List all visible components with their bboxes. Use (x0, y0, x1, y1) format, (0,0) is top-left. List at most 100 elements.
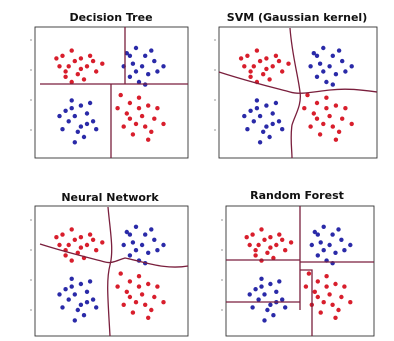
data-point (72, 140, 78, 145)
data-point (308, 64, 313, 69)
data-point (268, 235, 273, 240)
data-point (324, 274, 329, 279)
data-point (333, 103, 339, 108)
data-point (343, 106, 348, 111)
data-point (152, 116, 157, 121)
data-point (274, 289, 279, 294)
data-point (63, 287, 68, 292)
data-point (277, 279, 282, 284)
data-point (149, 227, 154, 232)
data-point (75, 307, 81, 313)
data-point (245, 127, 250, 132)
data-point (155, 284, 160, 289)
data-point (270, 64, 275, 69)
data-point (78, 281, 84, 287)
data-point (146, 72, 151, 77)
data-point (256, 242, 261, 248)
data-point (261, 72, 266, 77)
data-point (133, 45, 139, 51)
data-point (124, 51, 129, 56)
data-point (250, 305, 255, 310)
data-point (90, 119, 96, 124)
data-point (321, 45, 326, 51)
axis-tick-marks (30, 39, 223, 311)
data-point (273, 53, 279, 58)
data-point (127, 74, 133, 80)
data-point (330, 232, 335, 237)
data-point (348, 300, 353, 305)
data-point (115, 106, 120, 111)
data-point (244, 235, 249, 240)
data-point (286, 61, 291, 66)
data-point (276, 58, 282, 64)
data-point (253, 287, 258, 292)
data-point (139, 113, 145, 119)
data-point (63, 108, 68, 114)
data-point (311, 51, 316, 56)
data-point (69, 227, 74, 232)
data-point (268, 281, 273, 287)
data-point (248, 69, 253, 74)
data-point (248, 108, 253, 114)
data-point (94, 69, 99, 74)
data-point (280, 297, 285, 302)
data-point (84, 111, 90, 116)
data-point (130, 310, 136, 315)
data-point (270, 121, 275, 127)
data-point (321, 69, 326, 74)
data-point (133, 300, 139, 305)
data-point (84, 121, 90, 127)
data-point (94, 305, 99, 310)
data-point (136, 79, 142, 85)
data-point (330, 53, 335, 58)
data-point (336, 48, 342, 53)
data-point (149, 48, 154, 53)
data-point (348, 242, 353, 248)
data-point (324, 95, 329, 100)
data-point (69, 284, 74, 289)
data-point (336, 129, 342, 134)
data-point (324, 106, 329, 111)
data-point (54, 235, 59, 240)
data-point (318, 310, 323, 315)
plot-frame (218, 26, 378, 159)
data-point (265, 307, 270, 313)
data-point (259, 276, 264, 281)
data-point (90, 297, 96, 302)
data-point (303, 284, 309, 289)
data-point (57, 292, 62, 297)
data-point (84, 300, 90, 305)
data-point (78, 245, 84, 250)
data-point (130, 240, 136, 245)
data-point (87, 100, 93, 106)
data-point (81, 134, 87, 140)
data-point (84, 242, 90, 248)
data-point (262, 237, 267, 242)
data-point (248, 74, 253, 80)
data-point (72, 58, 78, 64)
data-point (327, 64, 332, 69)
data-point (87, 53, 93, 58)
data-point (139, 242, 145, 248)
data-point (274, 242, 279, 248)
data-point (152, 58, 157, 64)
data-point (57, 64, 62, 69)
data-point (121, 302, 126, 307)
data-point (317, 61, 323, 66)
panel-decision-tree: Decision Tree (34, 11, 189, 159)
panel-title: Random Forest (250, 189, 344, 202)
data-point (315, 294, 320, 300)
data-point (75, 250, 81, 255)
data-point (257, 140, 263, 145)
data-point (75, 72, 81, 77)
data-point (339, 294, 344, 300)
data-point (152, 237, 157, 242)
data-point (264, 124, 269, 129)
data-point (342, 284, 347, 289)
data-point (78, 124, 84, 129)
data-point (333, 281, 338, 287)
data-point (133, 69, 139, 74)
data-point (253, 248, 258, 253)
data-point (136, 95, 142, 100)
